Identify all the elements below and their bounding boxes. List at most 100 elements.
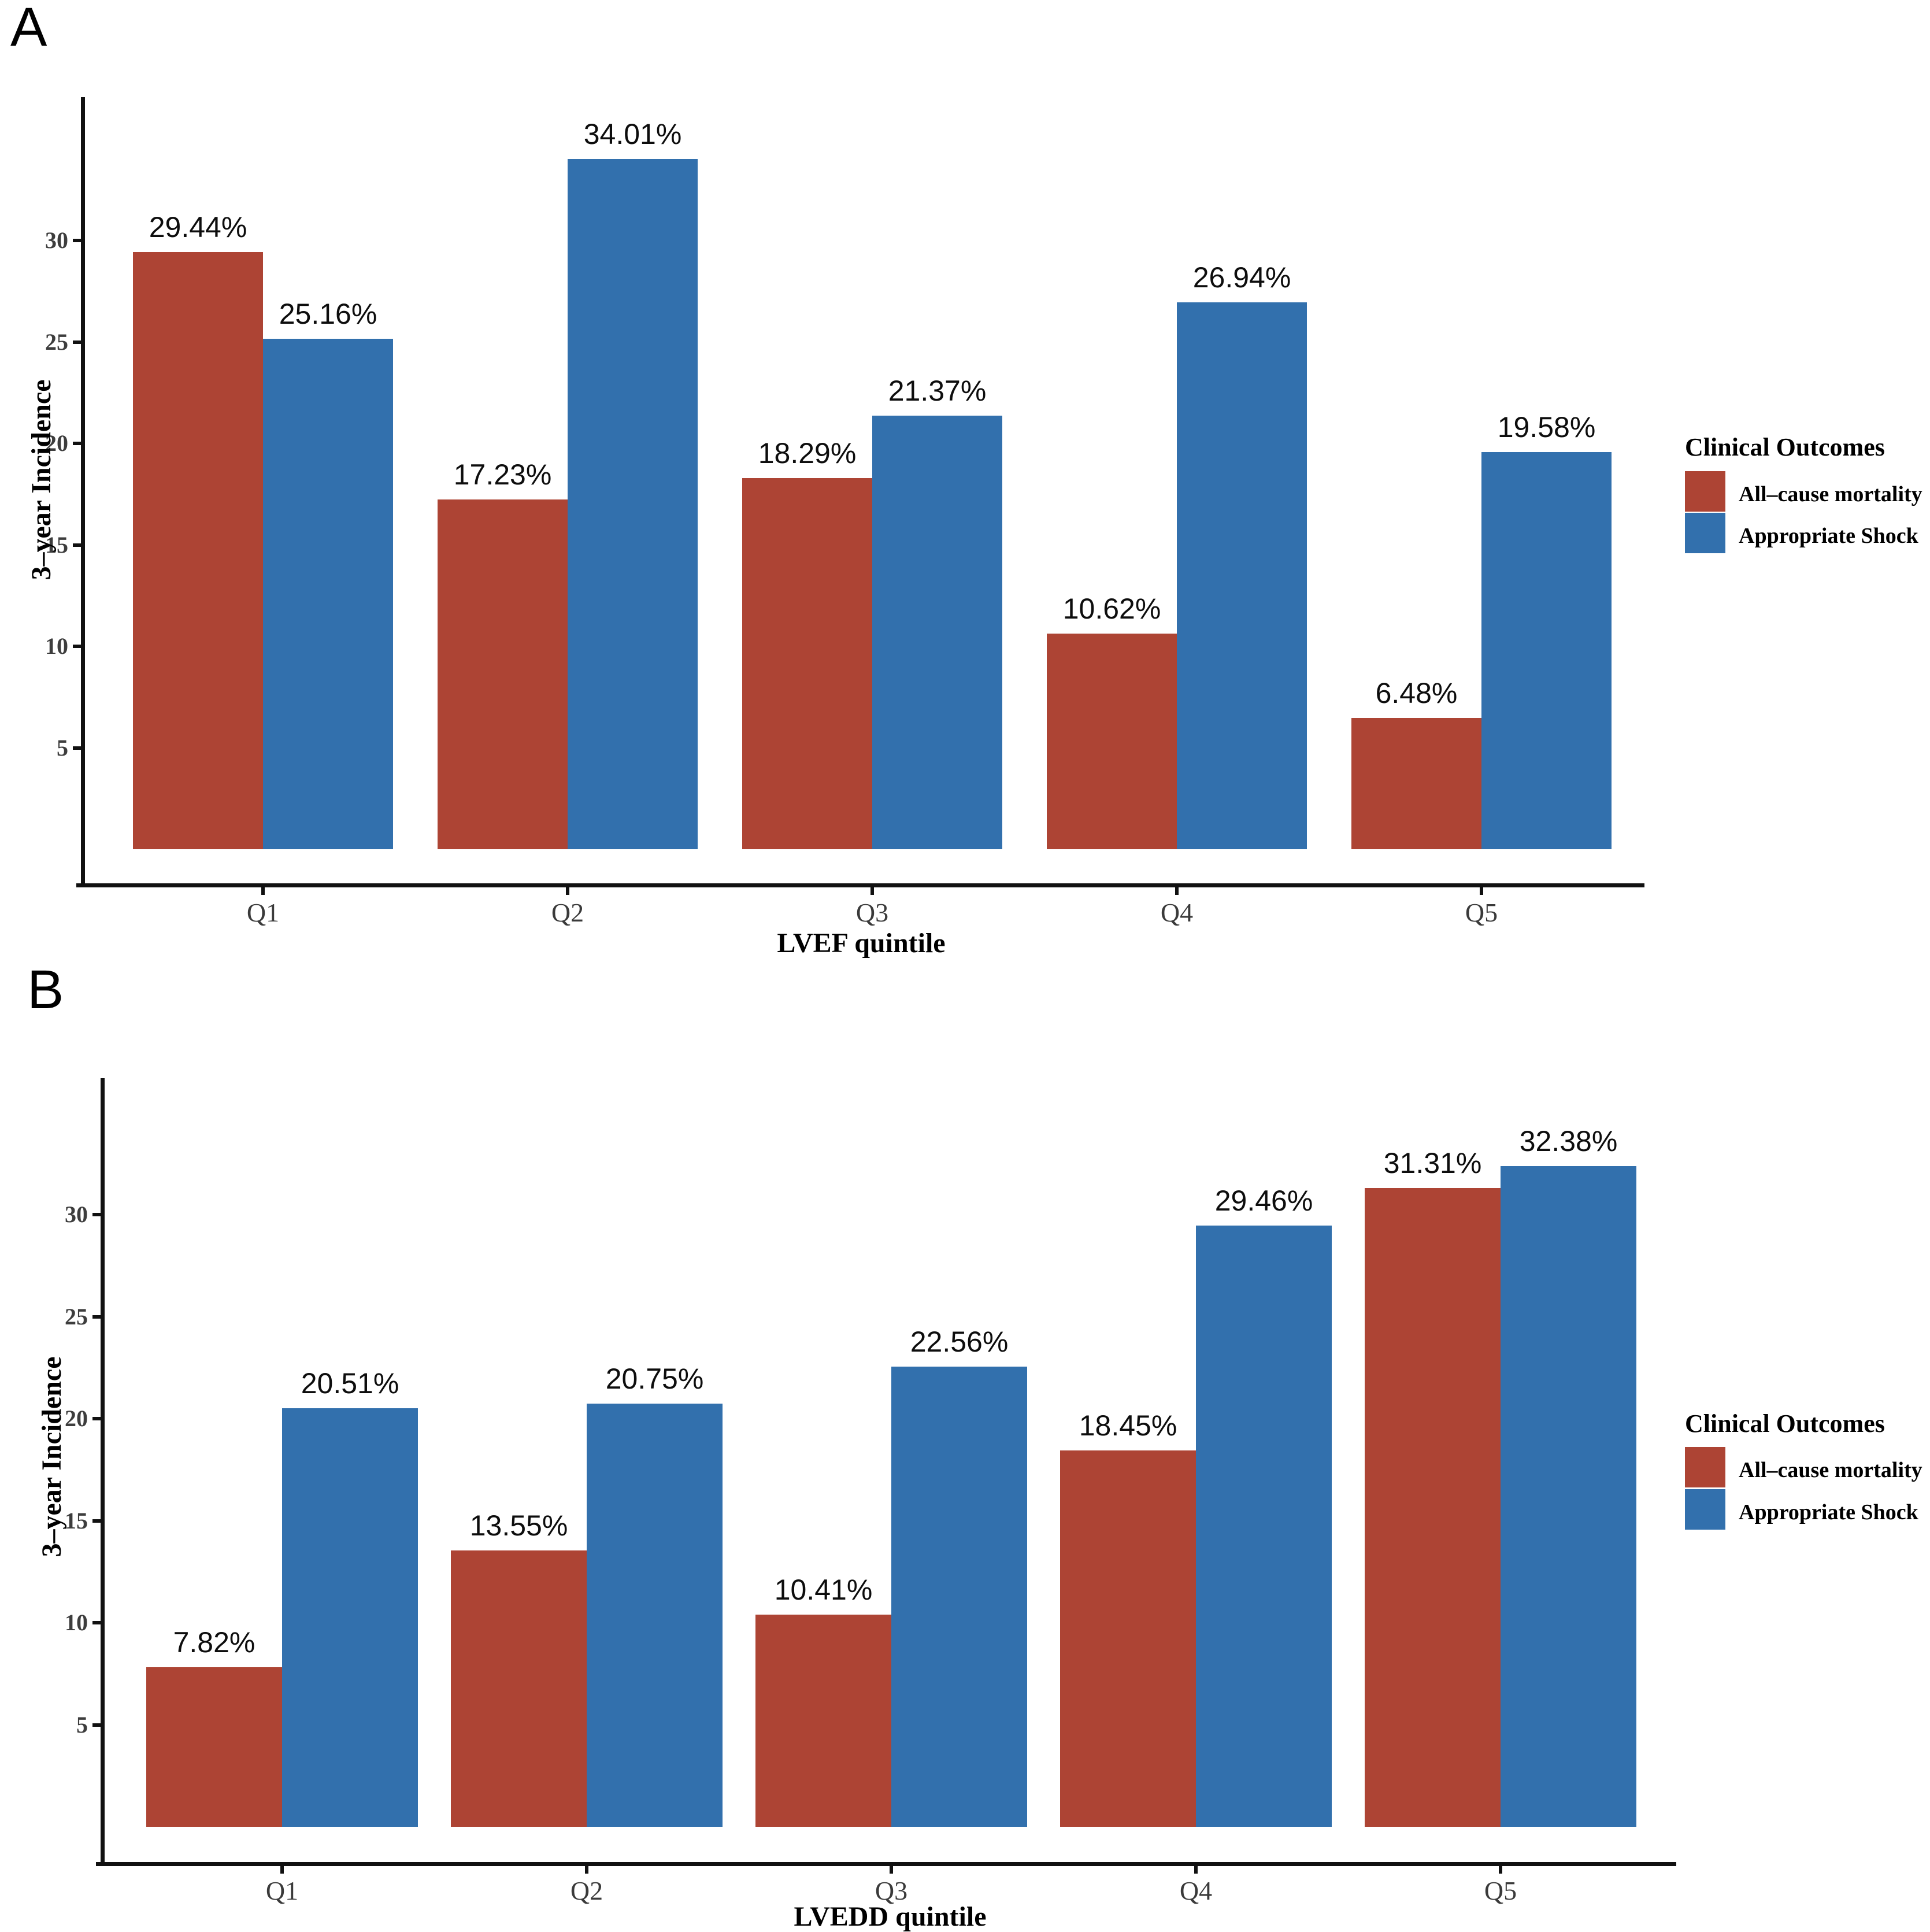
y-tick-mark-b bbox=[92, 1723, 101, 1727]
panel-letter-a: A bbox=[10, 0, 47, 58]
x-axis-line-a bbox=[76, 883, 1644, 887]
y-tick-label-b: 25 bbox=[65, 1303, 88, 1330]
y-tick-mark-a bbox=[73, 442, 81, 445]
x-category-label-a-q5: Q5 bbox=[1465, 898, 1498, 927]
bar-all-cause-mortality-a-q5 bbox=[1351, 717, 1481, 849]
bar-all-cause-mortality-a-q4 bbox=[1047, 634, 1177, 849]
bar-appropriate-shock-a-q3 bbox=[872, 415, 1002, 849]
y-tick-mark-b bbox=[92, 1417, 101, 1420]
x-tick-mark-a bbox=[1480, 887, 1483, 895]
x-tick-mark-b bbox=[890, 1866, 893, 1874]
bar-value-label-appropriate-shock-a-q4: 26.94% bbox=[1192, 261, 1291, 294]
bar-value-label-all-cause-mortality-a-q1: 29.44% bbox=[149, 210, 247, 243]
x-tick-mark-b bbox=[280, 1866, 284, 1874]
y-tick-mark-a bbox=[73, 645, 81, 648]
y-tick-label-a: 15 bbox=[45, 531, 68, 558]
y-tick-mark-a bbox=[73, 543, 81, 547]
bar-value-label-all-cause-mortality-b-q5: 31.31% bbox=[1383, 1146, 1482, 1179]
bar-value-label-appropriate-shock-b-q3: 22.56% bbox=[910, 1325, 1009, 1358]
bar-all-cause-mortality-a-q3 bbox=[742, 478, 872, 849]
legend-label-all-cause-mortality-b: All–cause mortality bbox=[1739, 1458, 1922, 1482]
legend-title-b: Clinical Outcomes bbox=[1685, 1409, 1885, 1438]
bar-all-cause-mortality-b-q5 bbox=[1365, 1187, 1501, 1827]
y-axis-line-b bbox=[101, 1078, 105, 1866]
x-category-label-a-q3: Q3 bbox=[855, 898, 889, 927]
y-tick-mark-b bbox=[92, 1213, 101, 1216]
bar-value-label-appropriate-shock-b-q5: 32.38% bbox=[1519, 1124, 1618, 1157]
x-tick-mark-a bbox=[566, 887, 569, 895]
bar-all-cause-mortality-a-q2 bbox=[438, 499, 568, 849]
x-category-label-b-q4: Q4 bbox=[1179, 1876, 1213, 1905]
legend-swatch-all-cause-mortality-b bbox=[1685, 1447, 1725, 1487]
bar-value-label-all-cause-mortality-b-q4: 18.45% bbox=[1079, 1409, 1177, 1442]
bar-appropriate-shock-a-q4 bbox=[1177, 302, 1307, 849]
bar-value-label-all-cause-mortality-a-q3: 18.29% bbox=[758, 437, 857, 470]
bar-value-label-appropriate-shock-a-q5: 19.58% bbox=[1497, 410, 1596, 443]
legend-title-a: Clinical Outcomes bbox=[1685, 433, 1885, 461]
y-tick-label-b: 15 bbox=[65, 1507, 88, 1534]
panel-letter-b: B bbox=[27, 959, 64, 1020]
y-tick-label-a: 25 bbox=[45, 328, 68, 355]
legend-swatch-appropriate-shock-b bbox=[1685, 1489, 1725, 1530]
bar-appropriate-shock-b-q1 bbox=[282, 1408, 418, 1827]
bar-value-label-appropriate-shock-a-q1: 25.16% bbox=[279, 297, 377, 330]
legend-label-all-cause-mortality-a: All–cause mortality bbox=[1739, 482, 1922, 506]
y-axis-title-b: 3–year Incidence bbox=[36, 1356, 67, 1557]
x-tick-mark-a bbox=[1175, 887, 1179, 895]
x-tick-mark-a bbox=[870, 887, 874, 895]
y-tick-label-a: 20 bbox=[45, 430, 68, 456]
y-tick-mark-b bbox=[92, 1315, 101, 1319]
bar-value-label-appropriate-shock-a-q2: 34.01% bbox=[583, 118, 682, 151]
y-tick-label-b: 10 bbox=[65, 1609, 88, 1635]
bar-value-label-appropriate-shock-b-q1: 20.51% bbox=[301, 1367, 399, 1400]
bar-appropriate-shock-b-q2 bbox=[587, 1403, 723, 1827]
y-tick-mark-a bbox=[73, 239, 81, 242]
bar-value-label-all-cause-mortality-b-q1: 7.82% bbox=[173, 1626, 255, 1659]
bar-appropriate-shock-b-q3 bbox=[891, 1366, 1027, 1827]
bar-appropriate-shock-a-q2 bbox=[568, 159, 698, 849]
x-category-label-b-q2: Q2 bbox=[570, 1876, 603, 1905]
x-category-label-a-q2: Q2 bbox=[551, 898, 584, 927]
bar-appropriate-shock-b-q4 bbox=[1196, 1226, 1332, 1827]
y-tick-mark-a bbox=[73, 746, 81, 750]
y-tick-label-b: 5 bbox=[76, 1711, 88, 1738]
y-tick-mark-a bbox=[73, 340, 81, 344]
x-category-label-b-q3: Q3 bbox=[875, 1876, 908, 1905]
y-tick-label-b: 30 bbox=[65, 1201, 88, 1227]
y-tick-mark-b bbox=[92, 1621, 101, 1624]
bar-appropriate-shock-a-q5 bbox=[1481, 451, 1612, 849]
bar-all-cause-mortality-b-q4 bbox=[1060, 1450, 1196, 1827]
x-tick-mark-b bbox=[585, 1866, 588, 1874]
x-category-label-b-q1: Q1 bbox=[265, 1876, 299, 1905]
bar-all-cause-mortality-a-q1 bbox=[133, 251, 263, 849]
bar-all-cause-mortality-b-q1 bbox=[146, 1667, 282, 1827]
bar-value-label-appropriate-shock-b-q4: 29.46% bbox=[1214, 1185, 1313, 1217]
bar-value-label-all-cause-mortality-a-q5: 6.48% bbox=[1375, 676, 1458, 709]
y-tick-label-a: 30 bbox=[45, 227, 68, 253]
y-axis-line-a bbox=[81, 97, 85, 887]
legend-label-appropriate-shock-a: Appropriate Shock bbox=[1739, 524, 1918, 548]
bar-value-label-appropriate-shock-b-q2: 20.75% bbox=[605, 1362, 704, 1395]
bar-value-label-all-cause-mortality-b-q2: 13.55% bbox=[469, 1509, 568, 1542]
x-axis-title-b: LVEDD quintile bbox=[794, 1901, 987, 1932]
bar-all-cause-mortality-b-q3 bbox=[755, 1614, 891, 1827]
x-axis-line-b bbox=[96, 1862, 1676, 1866]
x-axis-title-a: LVEF quintile bbox=[777, 928, 946, 958]
y-tick-label-b: 20 bbox=[65, 1405, 88, 1431]
x-tick-mark-b bbox=[1499, 1866, 1502, 1874]
y-axis-title-a: 3–year Incidence bbox=[26, 379, 57, 580]
x-category-label-b-q5: Q5 bbox=[1484, 1876, 1517, 1905]
y-tick-label-a: 10 bbox=[45, 633, 68, 659]
legend-label-appropriate-shock-b: Appropriate Shock bbox=[1739, 1500, 1918, 1524]
bar-value-label-appropriate-shock-a-q3: 21.37% bbox=[888, 374, 987, 407]
y-tick-label-a: 5 bbox=[57, 734, 68, 761]
bar-all-cause-mortality-b-q2 bbox=[451, 1550, 587, 1827]
legend-swatch-appropriate-shock-a bbox=[1685, 513, 1725, 553]
x-category-label-a-q1: Q1 bbox=[246, 898, 280, 927]
legend-swatch-all-cause-mortality-a bbox=[1685, 471, 1725, 512]
bar-value-label-all-cause-mortality-b-q3: 10.41% bbox=[774, 1573, 873, 1606]
x-category-label-a-q4: Q4 bbox=[1160, 898, 1194, 927]
y-tick-mark-b bbox=[92, 1519, 101, 1523]
x-tick-mark-a bbox=[261, 887, 265, 895]
